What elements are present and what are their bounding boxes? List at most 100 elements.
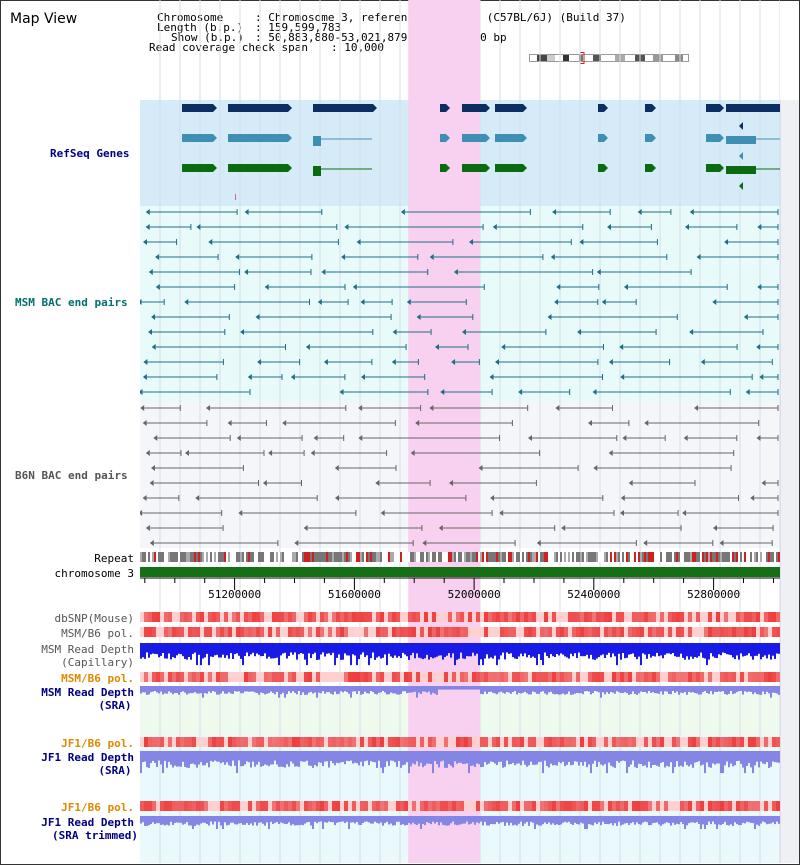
msm-b6-pol-2-heat	[516, 672, 520, 682]
msm-sra-depth-bar	[352, 686, 354, 692]
gene-exon	[645, 104, 652, 112]
jf1-trimmed-depth-bar	[408, 816, 410, 823]
dbsnp-heat	[328, 612, 332, 622]
jf1-sra-depth-bar	[548, 751, 550, 768]
msm-capillary-depth-bar	[708, 643, 710, 660]
msm-b6-pol-2-heat	[488, 672, 492, 682]
jf1-sra-depth-bar	[568, 751, 570, 762]
ideogram-band	[683, 54, 689, 62]
msm-capillary-depth-bar	[242, 643, 244, 666]
repeat-block	[764, 552, 766, 562]
msm-b6-pol-2-heat	[564, 672, 568, 682]
jf1-b6-pol-heat	[500, 737, 504, 747]
msm-capillary-depth-bar	[332, 643, 334, 653]
ideogram-band	[547, 54, 555, 62]
jf1-b6-pol-heat	[308, 737, 312, 747]
msm-b6-pol-heat	[708, 627, 712, 637]
msm-capillary-depth-bar	[634, 643, 636, 657]
jf1-trimmed-depth-bar	[374, 816, 376, 822]
repeat-block	[586, 552, 588, 562]
label-msm-read-depth-capillary-sub: (Capillary)	[61, 656, 134, 669]
jf1-sra-depth-bar	[718, 751, 720, 764]
jf1-b6-pol-2-heat	[748, 801, 752, 811]
jf1-sra-depth-bar	[234, 751, 236, 766]
msm-b6-pol-heat	[212, 627, 216, 637]
repeat-block	[182, 552, 184, 562]
msm-capillary-depth-bar	[458, 643, 460, 659]
jf1-b6-pol-2-heat	[472, 801, 476, 811]
msm-sra-depth-bar	[234, 686, 236, 692]
repeat-block	[466, 552, 468, 562]
jf1-sra-depth-bar	[348, 751, 350, 762]
b6n-bac-end	[588, 420, 592, 426]
jf1-trimmed-depth-bar	[646, 816, 648, 823]
gene-exon	[598, 134, 604, 142]
jf1-sra-depth-bar	[742, 751, 744, 768]
msm-sra-depth-bar	[696, 686, 698, 694]
jf1-trimmed-depth-bar	[690, 816, 692, 823]
repeat-block	[404, 552, 406, 562]
jf1-b6-pol-2-heat	[296, 801, 300, 811]
repeat-block	[436, 552, 438, 562]
jf1-sra-depth-bar	[560, 751, 562, 764]
jf1-b6-pol-2-heat	[192, 801, 196, 811]
msm-sra-depth-bar	[452, 686, 454, 690]
msm-b6-pol-heat	[336, 627, 340, 637]
msm-b6-pol-2-heat	[700, 672, 704, 682]
jf1-b6-pol-2-heat	[388, 801, 392, 811]
msm-b6-pol-heat	[352, 627, 356, 637]
msm-b6-pol-heat	[340, 627, 344, 637]
jf1-b6-pol-2-heat	[536, 801, 540, 811]
repeat-block	[338, 552, 340, 562]
msm-sra-depth-bar	[772, 686, 774, 693]
repeat-block	[574, 552, 576, 562]
jf1-trimmed-depth-bar	[636, 816, 638, 823]
jf1-sra-depth-bar	[692, 751, 694, 768]
vertical-scrollbar[interactable]	[780, 100, 799, 863]
jf1-sra-depth-bar	[444, 751, 446, 768]
jf1-trimmed-depth-bar	[756, 816, 758, 825]
repeat-block	[364, 552, 366, 562]
jf1-sra-depth-bar	[488, 751, 490, 764]
dbsnp-heat	[456, 612, 460, 622]
msm-capillary-depth-bar	[510, 643, 512, 654]
msm-b6-pol-heat	[756, 627, 760, 637]
jf1-trimmed-depth-bar	[536, 816, 538, 825]
jf1-b6-pol-heat	[316, 737, 320, 747]
track-panel[interactable]: 51200000 51600000 52000000 52400000 52800000	[140, 0, 780, 863]
msm-capillary-depth-bar	[374, 643, 376, 660]
jf1-trimmed-depth-bar	[358, 816, 360, 825]
jf1-b6-pol-2-heat	[592, 801, 596, 811]
jf1-sra-depth-bar	[578, 751, 580, 766]
msm-b6-pol-2-heat	[224, 672, 228, 682]
jf1-b6-pol-heat	[660, 737, 664, 747]
msm-sra-depth-bar	[566, 686, 568, 694]
msm-capillary-depth-bar	[648, 643, 650, 655]
jf1-b6-pol-heat	[444, 737, 448, 747]
msm-sra-depth-bar	[198, 686, 200, 694]
b6n-bac-end	[756, 435, 761, 441]
b6n-bac-end	[282, 420, 287, 426]
jf1-b6-pol-heat	[424, 737, 428, 747]
msm-b6-pol-heat	[216, 627, 220, 637]
jf1-b6-pol-2-heat	[776, 801, 780, 811]
msm-bac-end	[607, 224, 611, 230]
msm-capillary-depth-bar	[540, 643, 542, 660]
msm-sra-depth-bar	[448, 686, 450, 690]
msm-b6-pol-2-heat	[304, 672, 308, 682]
msm-sra-depth-bar	[724, 686, 726, 694]
msm-bac-end	[743, 314, 748, 320]
jf1-b6-pol-heat	[404, 737, 408, 747]
gene-exon	[182, 134, 213, 142]
msm-sra-depth-bar	[410, 686, 412, 693]
jf1-b6-pol-2-heat	[704, 801, 708, 811]
repeat-block	[236, 552, 238, 562]
jf1-b6-pol-2-heat	[616, 801, 620, 811]
msm-capillary-depth-bar	[166, 643, 168, 659]
repeat-block	[384, 552, 386, 562]
jf1-trimmed-depth-bar	[656, 816, 658, 823]
msm-b6-pol-2-heat	[420, 672, 424, 682]
msm-capillary-depth-bar	[232, 643, 234, 659]
jf1-sra-depth-bar	[438, 751, 440, 768]
jf1-trimmed-depth-bar	[382, 816, 384, 826]
